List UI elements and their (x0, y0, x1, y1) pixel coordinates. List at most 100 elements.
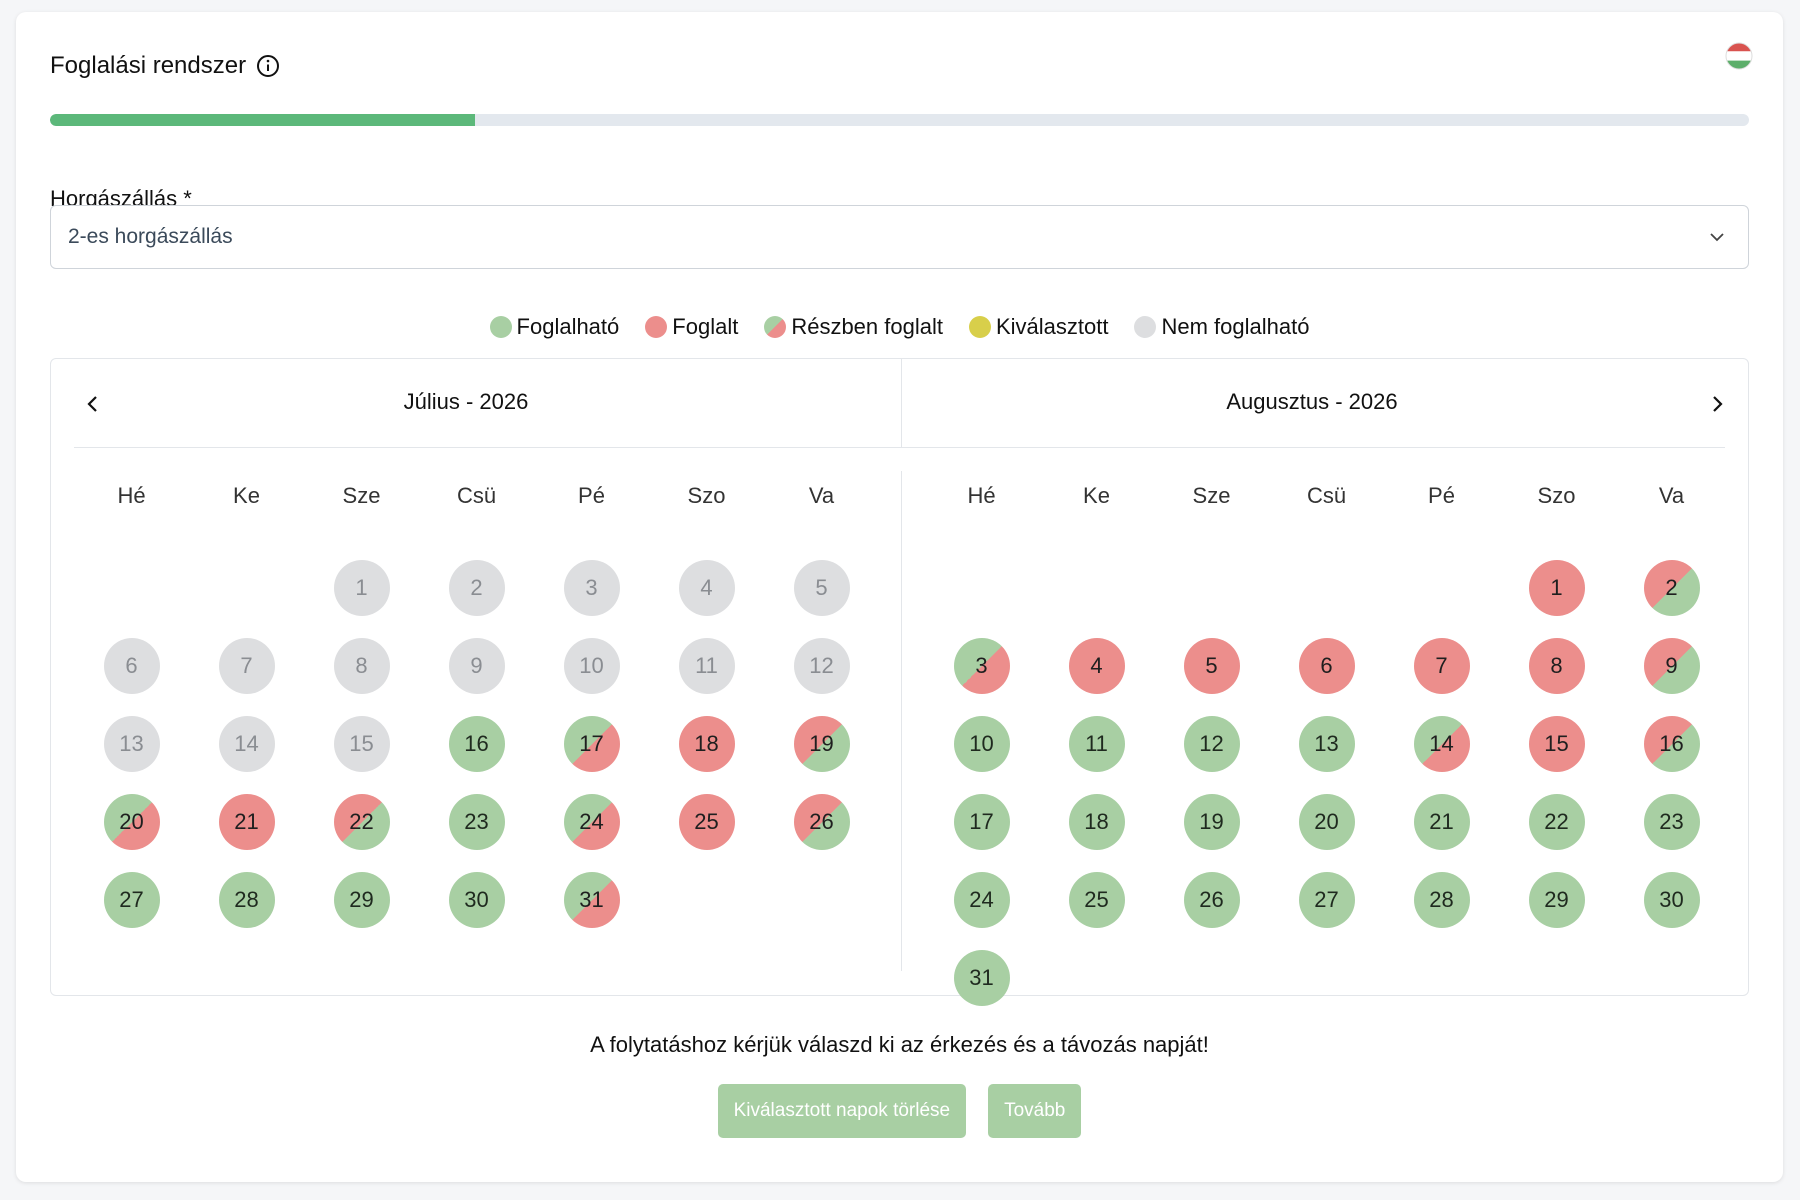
hungarian-flag-icon[interactable] (1725, 42, 1753, 70)
day-31[interactable]: 31 (953, 950, 1010, 1006)
empty-cell (1269, 549, 1384, 627)
day-12: 12 (793, 638, 850, 694)
day-16[interactable]: 16 (1643, 716, 1700, 772)
weekday-header: Csü (456, 483, 497, 508)
day-cell: 27 (1269, 861, 1384, 939)
day-1[interactable]: 1 (1528, 560, 1585, 616)
day-8: 8 (333, 638, 390, 694)
day-18[interactable]: 18 (678, 716, 735, 772)
day-22[interactable]: 22 (1528, 794, 1585, 850)
weekday-header: Hé (117, 483, 146, 508)
day-23[interactable]: 23 (448, 794, 505, 850)
fishing-spot-select[interactable]: 2-es horgászállás (50, 205, 1749, 269)
day-cell: 4 (649, 549, 764, 627)
day-30[interactable]: 30 (1643, 872, 1700, 928)
day-28[interactable]: 28 (1413, 872, 1470, 928)
day-cell: 19 (1154, 783, 1269, 861)
day-20[interactable]: 20 (1298, 794, 1355, 850)
day-cell: 22 (304, 783, 419, 861)
day-29[interactable]: 29 (1528, 872, 1585, 928)
legend-item-partial: Részben foglalt (764, 314, 943, 340)
weekday-header: Va (1658, 483, 1685, 508)
weekday-header: Hé (967, 483, 996, 508)
day-17[interactable]: 17 (563, 716, 620, 772)
day-14[interactable]: 14 (1413, 716, 1470, 772)
day-17[interactable]: 17 (953, 794, 1010, 850)
day-cell: 28 (189, 861, 304, 939)
day-cell: 1 (1499, 549, 1614, 627)
day-cell: 26 (764, 783, 879, 861)
day-16[interactable]: 16 (448, 716, 505, 772)
weekday-header: Va (808, 483, 835, 508)
legend: Foglalható Foglalt Részben foglalt Kiválasz… (16, 314, 1783, 340)
day-9[interactable]: 9 (1643, 638, 1700, 694)
day-18[interactable]: 18 (1068, 794, 1125, 850)
day-22[interactable]: 22 (333, 794, 390, 850)
day-19[interactable]: 19 (1183, 794, 1240, 850)
day-26[interactable]: 26 (1183, 872, 1240, 928)
day-2[interactable]: 2 (1643, 560, 1700, 616)
day-25[interactable]: 25 (678, 794, 735, 850)
day-24[interactable]: 24 (563, 794, 620, 850)
weekday-header: Pé (578, 483, 605, 508)
day-27[interactable]: 27 (103, 872, 160, 928)
day-4: 4 (678, 560, 735, 616)
day-7[interactable]: 7 (1413, 638, 1470, 694)
day-cell: 9 (419, 627, 534, 705)
weekday-header: Szo (687, 483, 726, 508)
day-20[interactable]: 20 (103, 794, 160, 850)
day-10[interactable]: 10 (953, 716, 1010, 772)
next-button[interactable]: Tovább (988, 1084, 1082, 1138)
next-month-button[interactable] (1702, 389, 1732, 419)
day-cell: 7 (189, 627, 304, 705)
day-26[interactable]: 26 (793, 794, 850, 850)
day-31[interactable]: 31 (563, 872, 620, 928)
day-cell: 31 (534, 861, 649, 939)
day-cell: 25 (1039, 861, 1154, 939)
day-3: 3 (563, 560, 620, 616)
legend-dot-partial (764, 316, 787, 338)
day-5[interactable]: 5 (1183, 638, 1240, 694)
day-cell: 2 (1614, 549, 1729, 627)
clear-selection-button[interactable]: Kiválasztott napok törlése (717, 1084, 967, 1138)
chevron-left-icon (87, 396, 97, 412)
day-cell: 9 (1614, 627, 1729, 705)
day-3[interactable]: 3 (953, 638, 1010, 694)
divider (74, 447, 1725, 448)
day-21[interactable]: 21 (1413, 794, 1470, 850)
day-30[interactable]: 30 (448, 872, 505, 928)
prev-month-button[interactable] (78, 389, 108, 419)
day-cell: 23 (1614, 783, 1729, 861)
day-24[interactable]: 24 (953, 872, 1010, 928)
day-15[interactable]: 15 (1528, 716, 1585, 772)
day-12[interactable]: 12 (1183, 716, 1240, 772)
weekday-header: Sze (342, 483, 381, 508)
day-cell: 15 (1499, 705, 1614, 783)
day-4[interactable]: 4 (1068, 638, 1125, 694)
info-icon[interactable] (256, 54, 280, 78)
day-21[interactable]: 21 (218, 794, 275, 850)
divider (901, 471, 902, 971)
day-cell: 6 (74, 627, 189, 705)
day-cell: 27 (74, 861, 189, 939)
day-cell: 3 (534, 549, 649, 627)
day-25[interactable]: 25 (1068, 872, 1125, 928)
day-29[interactable]: 29 (333, 872, 390, 928)
day-cell: 1 (304, 549, 419, 627)
day-6[interactable]: 6 (1298, 638, 1355, 694)
day-15: 15 (333, 716, 390, 772)
legend-dot-booked (645, 316, 668, 338)
day-8[interactable]: 8 (1528, 638, 1585, 694)
day-cell: 23 (419, 783, 534, 861)
day-13[interactable]: 13 (1298, 716, 1355, 772)
day-11[interactable]: 11 (1068, 716, 1125, 772)
day-28[interactable]: 28 (218, 872, 275, 928)
day-6: 6 (103, 638, 160, 694)
month-july: Július - 2026 Hé Ke Sze Csü Pé Szo Va 1 2 3 4 5 6 7 8 9… (51, 359, 901, 971)
day-1: 1 (333, 560, 390, 616)
day-23[interactable]: 23 (1643, 794, 1700, 850)
day-19[interactable]: 19 (793, 716, 850, 772)
empty-cell (924, 549, 1039, 627)
day-cell: 5 (764, 549, 879, 627)
day-27[interactable]: 27 (1298, 872, 1355, 928)
